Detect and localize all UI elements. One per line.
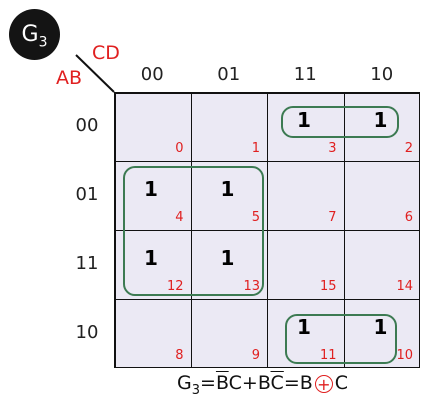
group-rows01-11-cols00-01 <box>123 166 264 296</box>
cell-index-r1c1: 5 <box>251 210 260 225</box>
cell-index-r1c3: 6 <box>404 210 413 225</box>
cell-index-r0c1: 1 <box>251 141 260 156</box>
badge-letter: G <box>21 22 39 47</box>
formula-lhs: G <box>177 372 192 394</box>
cell-index-r2c3: 14 <box>396 279 413 294</box>
cell-index-r2c2: 15 <box>319 279 337 294</box>
column-header-1: 01 <box>217 64 241 85</box>
grid-vline-3 <box>343 92 345 368</box>
formula-c-bar: C <box>270 372 284 394</box>
cell-value-r3c2: 1 <box>297 315 311 339</box>
grid-hline-3 <box>114 299 420 300</box>
karnaugh-map-grid: 0 1 1 3 1 2 1 4 1 5 7 6 1 12 1 13 15 14 8 9 1 11 1 10 <box>114 92 420 368</box>
column-variable-label: CD <box>92 42 120 64</box>
formula-tail: C <box>334 372 349 394</box>
formula-b-bar: B <box>215 372 229 394</box>
cell-index-r1c2: 7 <box>328 210 337 225</box>
cell-value-r2c1: 1 <box>220 246 235 270</box>
cell-index-r3c1: 9 <box>251 348 260 363</box>
group-row00-cols11-10 <box>281 106 399 138</box>
cell-index-r0c2: 3 <box>328 141 337 156</box>
cell-index-r3c2: 11 <box>319 348 337 363</box>
grid-hline-2 <box>114 230 420 231</box>
row-header-1: 01 <box>75 183 99 205</box>
badge-subscript: 3 <box>38 34 48 51</box>
cell-value-r0c3: 1 <box>373 108 388 132</box>
cell-index-r3c3: 10 <box>396 348 413 363</box>
cell-index-r1c0: 4 <box>175 210 184 225</box>
cell-value-r1c1: 1 <box>220 177 235 201</box>
cell-index-r0c0: 0 <box>175 141 184 156</box>
formula-eq1: = <box>200 372 216 394</box>
cell-value-r3c3: 1 <box>373 315 388 339</box>
cell-value-r1c0: 1 <box>144 177 158 201</box>
formula: G3=BC+BC=B + C <box>177 372 348 398</box>
column-header-0: 00 <box>140 64 164 85</box>
group-row10-cols11-10 <box>285 314 397 364</box>
row-header-2: 11 <box>75 252 99 274</box>
cell-value-r2c0: 1 <box>144 246 158 270</box>
grid-vline-4 <box>419 92 420 368</box>
xor-operator-icon: + <box>314 374 333 393</box>
g3-badge: G3 <box>9 9 60 60</box>
column-header-2: 11 <box>293 64 317 85</box>
column-header-3: 10 <box>370 64 394 85</box>
cell-value-r0c2: 1 <box>297 108 311 132</box>
formula-lhs-sub: 3 <box>191 382 201 398</box>
cell-index-r0c3: 2 <box>404 141 413 156</box>
row-variable-label: AB <box>56 67 83 89</box>
cell-index-r3c0: 8 <box>175 348 184 363</box>
row-header-0: 00 <box>75 114 99 136</box>
grid-hline-4 <box>114 367 420 368</box>
formula-c-plus-b: C+B <box>228 372 271 394</box>
cell-index-r2c0: 12 <box>166 279 184 294</box>
row-header-3: 10 <box>75 321 99 343</box>
formula-eq2: =B <box>283 372 313 394</box>
